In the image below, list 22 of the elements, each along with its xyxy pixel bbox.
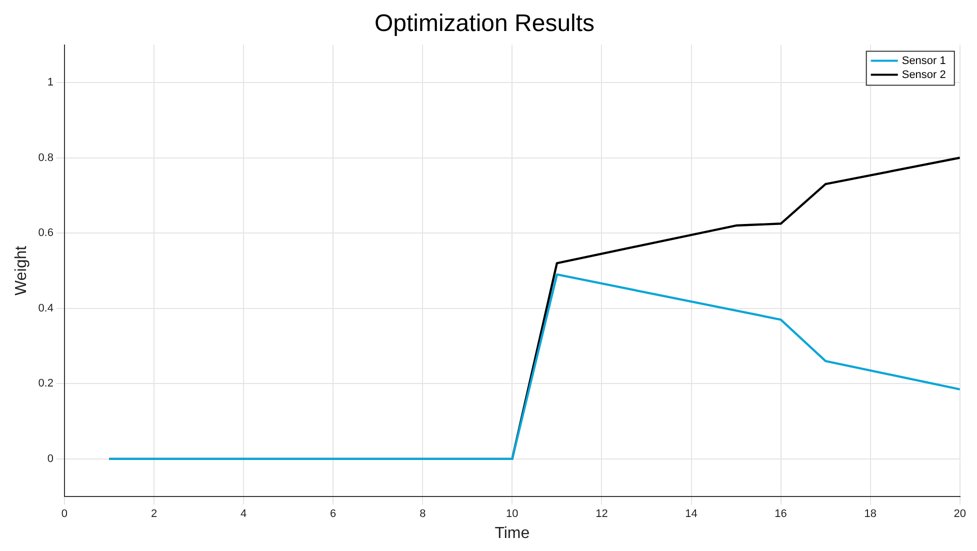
x-tick-label: 18 xyxy=(864,508,876,520)
x-tick-label: 4 xyxy=(240,508,247,520)
y-tick-label: 0.6 xyxy=(38,227,54,240)
x-tick-label: 8 xyxy=(420,508,426,520)
chart-title: Optimization Results xyxy=(374,10,595,38)
y-tick-label: 0.8 xyxy=(38,152,54,164)
x-tick-label: 14 xyxy=(685,508,698,520)
y-tick-label: 0 xyxy=(47,452,54,465)
x-tick-label: 2 xyxy=(150,508,158,520)
y-axis-title: Weight xyxy=(13,245,30,296)
x-tick-label: 10 xyxy=(506,508,518,520)
x-tick-label: 12 xyxy=(596,508,608,520)
y-tick-label: 1 xyxy=(47,76,54,88)
y-tick-label: 0.2 xyxy=(38,378,54,390)
y-tick-label: 0.4 xyxy=(38,302,54,314)
legend-label: Sensor 1 xyxy=(902,54,946,67)
x-tick-label: 16 xyxy=(774,508,787,520)
legend-label: Sensor 2 xyxy=(902,68,946,81)
x-tick-label: 20 xyxy=(954,508,966,520)
x-axis-title: Time xyxy=(494,524,530,542)
x-tick-label: 0 xyxy=(61,508,68,520)
x-tick-label: 6 xyxy=(330,508,336,520)
